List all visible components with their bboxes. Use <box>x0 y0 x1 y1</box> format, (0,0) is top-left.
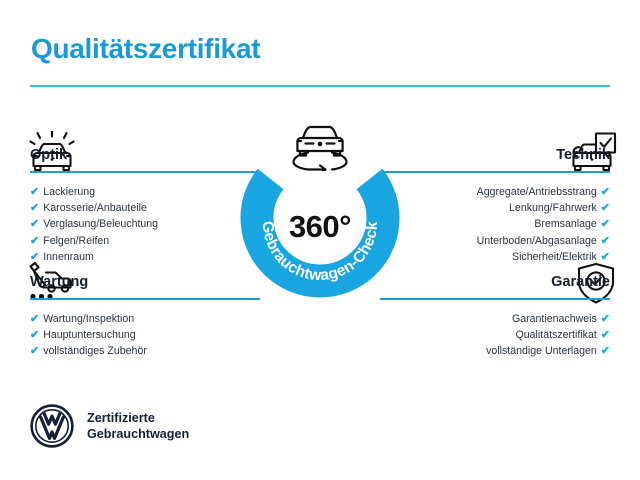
list-item-label: Sicherheit/Elektrik <box>512 250 597 263</box>
list-item: Sicherheit/Elektrik ✔ <box>380 249 610 265</box>
section-wartung-header: Wartung <box>30 272 260 302</box>
section-optik: Optik ✔ Lackierung ✔ Karosserie/Anbauteile… <box>30 145 260 265</box>
footer-line-2: Gebrauchtwagen <box>87 427 190 441</box>
section-garantie: Garantie Garantienachweis ✔ Qualitätszert… <box>380 272 610 360</box>
list-item-label: Lenkung/Fahrwerk <box>509 202 597 215</box>
list-item: ✔ Hauptuntersuchung <box>30 327 260 343</box>
footer-brand: Zertifizierte Gebrauchtwagen <box>30 404 189 448</box>
list-item-label: Aggregate/Antriebsstrang <box>476 186 597 198</box>
section-technik-title: Technik <box>556 147 610 163</box>
list-item-label: Qualitätszertifikat <box>515 329 597 342</box>
section-garantie-title: Garantie <box>551 274 610 290</box>
list-item-label: Bremsanlage <box>534 218 597 231</box>
list-item: Bremsanlage ✔ <box>380 216 610 232</box>
check-icon: ✔ <box>30 329 40 342</box>
check-icon: ✔ <box>30 313 40 325</box>
section-garantie-header: Garantie <box>380 272 610 302</box>
section-technik: Technik Aggregate/Antriebsstrang ✔ Lenkun… <box>380 145 610 265</box>
section-technik-header: Technik <box>380 145 610 175</box>
section-wartung-divider <box>30 298 260 300</box>
check-icon: ✔ <box>600 313 610 325</box>
section-optik-title: Optik <box>30 147 68 163</box>
check-icon: ✔ <box>30 218 40 231</box>
vw-logo <box>30 404 74 448</box>
list-item: ✔ Karosserie/Anbauteile <box>30 200 260 216</box>
check-icon: ✔ <box>600 218 610 231</box>
check-icon: ✔ <box>600 186 610 198</box>
check-icon: ✔ <box>600 202 610 215</box>
list-item-label: Garantienachweis <box>511 313 597 325</box>
car-service-pen-icon <box>24 261 76 307</box>
check-icon: ✔ <box>30 345 40 358</box>
section-optik-header: Optik <box>30 145 260 175</box>
check-icon: ✔ <box>600 345 610 358</box>
list-item-label: Lackierung <box>43 186 96 198</box>
check-icon: ✔ <box>600 234 610 247</box>
badge-360-ring: Gebrauchtwagen-Check <box>240 143 400 303</box>
list-item: ✔ Felgen/Reifen <box>30 233 260 249</box>
section-technik-list: Aggregate/Antriebsstrang ✔ Lenkung/Fahrwe… <box>380 184 610 265</box>
check-icon: ✔ <box>600 329 610 342</box>
list-item-label: Verglasung/Beleuchtung <box>43 218 159 231</box>
list-item: ✔ Lackierung <box>30 184 260 200</box>
list-item: Lenkung/Fahrwerk ✔ <box>380 200 610 216</box>
section-wartung-title: Wartung <box>30 274 89 290</box>
page-title: Qualitätszertifikat <box>31 33 261 64</box>
list-item: Qualitätszertifikat ✔ <box>380 327 610 343</box>
list-item-label: Karosserie/Anbauteile <box>43 202 147 215</box>
check-icon: ✔ <box>600 250 610 263</box>
list-item: Garantienachweis ✔ <box>380 311 610 327</box>
list-item: ✔ Wartung/Inspektion <box>30 311 260 327</box>
list-item: ✔ vollständiges Zubehör <box>30 343 260 359</box>
list-item-label: Hauptuntersuchung <box>43 329 136 342</box>
list-item-label: Innenraum <box>43 250 94 263</box>
list-item-label: vollständige Unterlagen <box>486 345 597 358</box>
list-item: ✔ Innenraum <box>30 249 260 265</box>
car-front-rotation-icon <box>287 119 353 171</box>
badge-center-label: 360° <box>288 209 352 244</box>
car-front-shine-icon <box>26 131 78 177</box>
list-item-label: Wartung/Inspektion <box>43 313 135 325</box>
footer-line-1: Zertifizierte <box>87 411 155 425</box>
section-technik-divider <box>380 171 610 173</box>
list-item: ✔ Verglasung/Beleuchtung <box>30 216 260 232</box>
list-item-label: vollständiges Zubehör <box>43 345 147 358</box>
section-optik-divider <box>30 171 260 173</box>
list-item: Unterboden/Abgasanlage ✔ <box>380 233 610 249</box>
section-garantie-list: Garantienachweis ✔ Qualitätszertifikat ✔ v… <box>380 311 610 360</box>
check-icon: ✔ <box>30 202 40 215</box>
check-icon: ✔ <box>30 234 40 247</box>
check-icon: ✔ <box>30 186 40 198</box>
list-item: Aggregate/Antriebsstrang ✔ <box>380 184 610 200</box>
check-icon: ✔ <box>30 250 40 263</box>
section-garantie-divider <box>380 298 610 300</box>
list-item: vollständige Unterlagen ✔ <box>380 343 610 359</box>
section-wartung: Wartung ✔ Wartung/Inspektion ✔ Hauptunters… <box>30 272 260 360</box>
title-divider <box>30 85 610 87</box>
footer-text: Zertifizierte Gebrauchtwagen <box>87 410 189 442</box>
list-item-label: Felgen/Reifen <box>43 234 110 247</box>
shield-check-icon <box>570 261 622 307</box>
car-front-checkbox-icon <box>566 131 618 177</box>
section-optik-list: ✔ Lackierung ✔ Karosserie/Anbauteile ✔ Verg… <box>30 184 260 265</box>
section-wartung-list: ✔ Wartung/Inspektion ✔ Hauptuntersuchung ✔… <box>30 311 260 360</box>
list-item-label: Unterboden/Abgasanlage <box>476 234 597 247</box>
